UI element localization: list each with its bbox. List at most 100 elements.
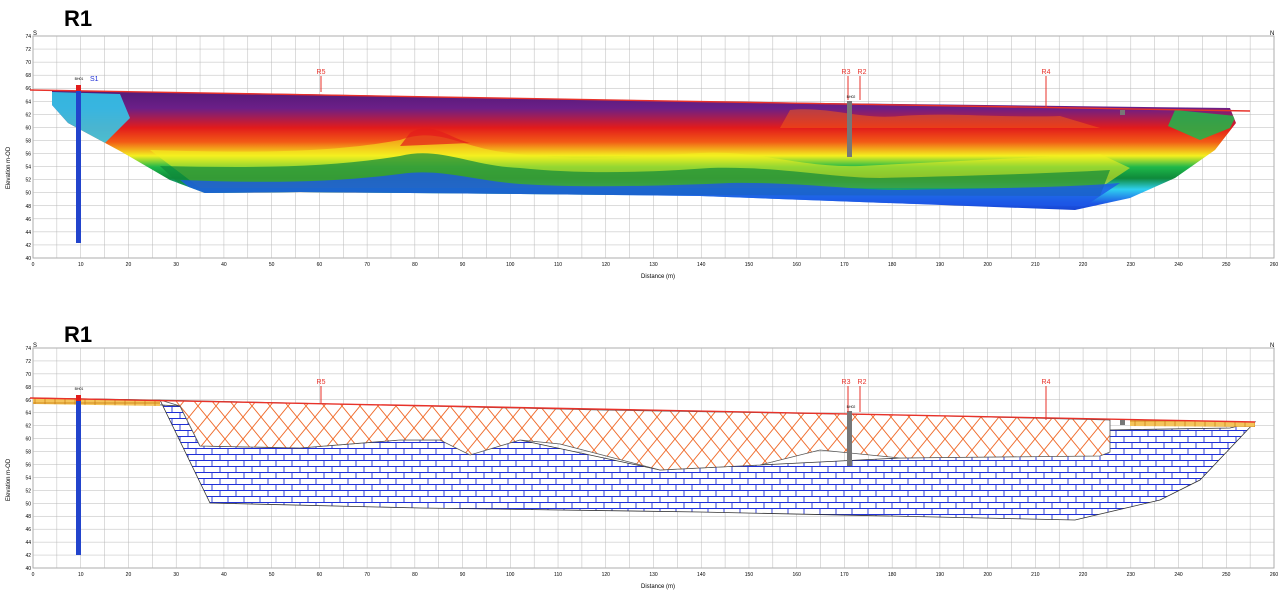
section-label-r3: R3	[842, 69, 851, 76]
borehole-right	[847, 411, 852, 466]
section-label-r2: R2	[858, 379, 867, 386]
x-tick-label: 260	[1270, 572, 1279, 578]
x-tick-label: 220	[1079, 262, 1088, 268]
y-tick-label: 42	[25, 553, 31, 559]
borehole-label-right: BH02	[847, 405, 856, 409]
x-tick-label: 160	[793, 262, 802, 268]
y-axis-ticks: 40 42 44 46 48 50 52 54 56 58 60 62 64 66 68 70 72 74	[25, 34, 31, 262]
y-tick-label: 54	[25, 475, 31, 481]
y-tick-label: 66	[25, 86, 31, 92]
overburden-unit	[159, 399, 1111, 471]
y-tick-label: 72	[25, 47, 31, 53]
y-tick-label: 60	[25, 125, 31, 131]
section-label-r4: R4	[1042, 379, 1051, 386]
x-tick-label: 190	[936, 262, 945, 268]
borehole-label-left: BH01	[75, 387, 84, 391]
x-tick-label: 140	[697, 572, 706, 578]
x-tick-label: 230	[1127, 572, 1136, 578]
x-axis-label: Distance (m)	[641, 584, 675, 590]
borehole-left	[76, 85, 81, 243]
x-tick-label: 80	[412, 262, 418, 268]
x-tick-label: 230	[1127, 262, 1136, 268]
y-tick-label: 68	[25, 73, 31, 79]
x-tick-label: 90	[460, 572, 466, 578]
x-tick-label: 110	[554, 572, 562, 578]
y-axis-label: Elevation m-OD	[6, 458, 12, 501]
x-tick-label: 0	[32, 262, 35, 268]
x-tick-label: 200	[983, 262, 992, 268]
y-tick-label: 58	[25, 450, 31, 456]
x-tick-label: 240	[1174, 572, 1183, 578]
y-tick-label: 60	[25, 437, 31, 443]
x-tick-label: 250	[1222, 572, 1231, 578]
x-tick-label: 210	[1031, 262, 1040, 268]
y-tick-label: 42	[25, 243, 31, 249]
x-tick-label: 150	[745, 572, 754, 578]
borehole-far-right	[1120, 420, 1125, 425]
section-label-r3: R3	[842, 379, 851, 386]
y-tick-label: 62	[25, 424, 31, 430]
x-tick-label: 250	[1222, 262, 1231, 268]
x-tick-label: 260	[1270, 262, 1279, 268]
x-tick-label: 40	[221, 572, 227, 578]
y-tick-label: 46	[25, 217, 31, 223]
x-tick-label: 30	[173, 262, 179, 268]
x-tick-label: 170	[840, 572, 849, 578]
x-tick-label: 10	[78, 262, 84, 268]
borehole-far-right	[1120, 110, 1125, 115]
x-tick-label: 90	[460, 262, 466, 268]
y-tick-label: 50	[25, 191, 31, 197]
x-tick-label: 200	[983, 572, 992, 578]
y-tick-label: 70	[25, 372, 31, 378]
orientation-left: S	[33, 31, 37, 37]
y-tick-label: 74	[25, 346, 31, 352]
y-axis-ticks: 40 42 44 46 48 50 52 54 56 58 60 62 64 66 68 70 72 74	[25, 346, 31, 572]
x-tick-label: 150	[745, 262, 754, 268]
x-tick-label: 130	[649, 262, 658, 268]
orientation-right: N	[1270, 343, 1274, 349]
borehole-label-right: BH02	[847, 95, 856, 99]
y-tick-label: 64	[25, 99, 31, 105]
y-tick-label: 68	[25, 385, 31, 391]
y-tick-label: 56	[25, 462, 31, 468]
section-label-r2: R2	[858, 69, 867, 76]
y-axis-label: Elevation m-OD	[6, 146, 12, 189]
x-tick-label: 170	[840, 262, 849, 268]
x-tick-label: 220	[1079, 572, 1088, 578]
x-axis-ticks: 0 10 20 30 40 50 60 70 80 90 100 110 120 130 140 150 160…	[32, 572, 1279, 578]
y-tick-label: 44	[25, 230, 31, 236]
x-tick-label: 70	[364, 572, 370, 578]
y-tick-label: 48	[25, 514, 31, 520]
y-tick-label: 70	[25, 60, 31, 66]
y-tick-label: 52	[25, 178, 31, 184]
ground-surface-line	[29, 89, 1251, 112]
x-tick-label: 30	[173, 572, 179, 578]
x-tick-label: 0	[32, 572, 35, 578]
x-tick-label: 80	[412, 572, 418, 578]
y-tick-label: 40	[25, 566, 31, 572]
borehole-left	[76, 395, 81, 555]
x-tick-label: 120	[602, 262, 611, 268]
y-tick-label: 56	[25, 152, 31, 158]
x-tick-label: 120	[602, 572, 611, 578]
y-tick-label: 44	[25, 540, 31, 546]
x-axis-label: Distance (m)	[641, 274, 675, 280]
x-tick-label: 40	[221, 262, 227, 268]
y-tick-label: 64	[25, 411, 31, 417]
lithology-section: 0 10 20 30 40 50 60 70 80 90 100 110 120 130 140 150 160…	[6, 343, 1279, 590]
section-label-r5: R5	[317, 69, 326, 76]
ground-surface-line	[29, 397, 1256, 423]
panel-bottom-title: R1	[64, 322, 93, 347]
small-label-s1: S1	[90, 76, 99, 83]
y-tick-label: 48	[25, 204, 31, 210]
x-tick-label: 190	[936, 572, 945, 578]
y-tick-label: 66	[25, 398, 31, 404]
y-tick-label: 46	[25, 527, 31, 533]
x-tick-label: 50	[269, 572, 275, 578]
panel-top-title: R1	[64, 6, 93, 31]
y-tick-label: 40	[25, 256, 31, 262]
x-tick-label: 70	[364, 262, 370, 268]
y-tick-label: 52	[25, 488, 31, 494]
y-tick-label: 50	[25, 501, 31, 507]
x-tick-label: 140	[697, 262, 706, 268]
